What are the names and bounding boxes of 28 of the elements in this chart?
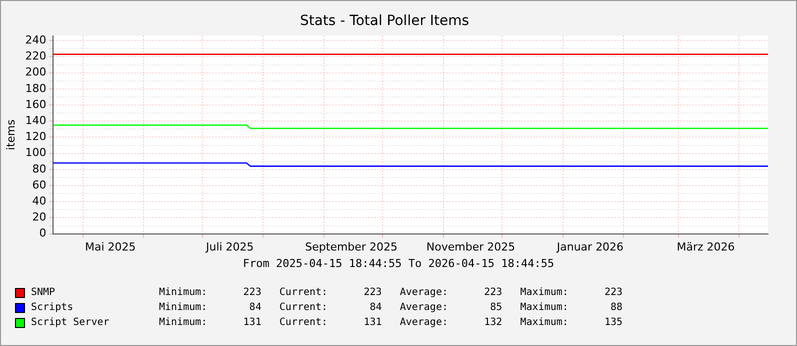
- y-tick-label: 140: [25, 114, 46, 127]
- text: Minimum: 84 Current: 84 Average: 85 Maximum: 88: [159, 302, 623, 313]
- y-axis-title: items: [4, 119, 18, 150]
- y-tick-label: 100: [25, 146, 46, 160]
- y-tick-label: 60: [32, 178, 46, 192]
- x-tick-label: September 2025: [305, 240, 398, 254]
- y-tick-label: 120: [25, 130, 46, 144]
- x-tick-label: November 2025: [426, 240, 516, 254]
- y-tick-label: 180: [25, 82, 46, 95]
- y-tick-label: 200: [25, 66, 46, 79]
- text: Minimum: 131 Current: 131 Average: 132 Maximum: 135: [159, 317, 623, 328]
- y-tick-label: 220: [25, 50, 46, 63]
- y-tick-label: 160: [25, 98, 46, 111]
- y-tick-label: 80: [32, 162, 46, 176]
- legend-label: Scripts: [31, 302, 74, 313]
- x-tick-label: Januar 2026: [556, 240, 624, 254]
- x-tick-label: Mai 2025: [85, 240, 136, 254]
- text: Minimum: 223 Current: 223 Average: 223 Maximum: 223: [159, 287, 623, 298]
- chart-title: Stats - Total Poller Items: [300, 13, 470, 30]
- y-tick-label: 0: [39, 226, 46, 240]
- legend-label: Script Server: [31, 317, 110, 328]
- text: From 2025-04-15 18:44:55 To 2026-04-15 18:44:55: [242, 257, 556, 270]
- y-tick-label: 240: [25, 33, 46, 46]
- legend-label: SNMP: [31, 287, 56, 298]
- y-tick-label: 40: [32, 194, 46, 208]
- x-tick-label: März 2026: [676, 240, 735, 254]
- y-tick-label: 20: [32, 210, 46, 224]
- x-tick-label: Juli 2025: [204, 240, 254, 254]
